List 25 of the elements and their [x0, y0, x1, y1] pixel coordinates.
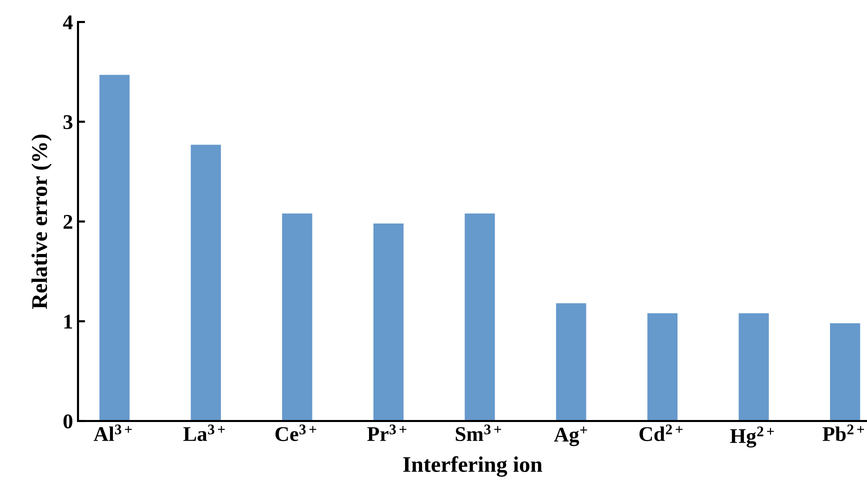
bar: [99, 74, 130, 421]
bar: [738, 313, 769, 421]
bar: [830, 323, 860, 421]
x-tick-label: Ce$^{3+}$: [275, 424, 316, 442]
x-tick-label: Cd$^{2+}$: [640, 424, 683, 442]
x-axis-title: Interfering ion: [403, 456, 542, 477]
x-tick-label: Sm$^{3+}$: [456, 424, 502, 442]
x-tick-label: La$^{3+}$: [183, 424, 225, 442]
bar: [556, 303, 586, 421]
bar: [282, 214, 312, 421]
bar: [373, 223, 404, 421]
x-tick-label: Ag$^{+}$: [554, 426, 588, 446]
x-tick-label: Al$^{3+}$: [94, 424, 132, 441]
x-tick-label: Pr$^{3+}$: [367, 424, 406, 441]
y-axis-title: Relative error (%): [31, 134, 52, 309]
bar: [190, 144, 221, 421]
y-tick-label: 3: [64, 115, 72, 130]
y-tick-label: 0: [64, 414, 72, 428]
x-tick-label: Pb$^{2+}$: [822, 424, 864, 442]
y-tick-label: 2: [64, 214, 72, 229]
y-tick-label: 1: [64, 314, 72, 328]
x-tick-label: Hg$^{2+}$: [730, 426, 774, 448]
bar: [464, 214, 495, 421]
y-tick-label: 4: [63, 16, 73, 30]
bar: [647, 313, 678, 421]
